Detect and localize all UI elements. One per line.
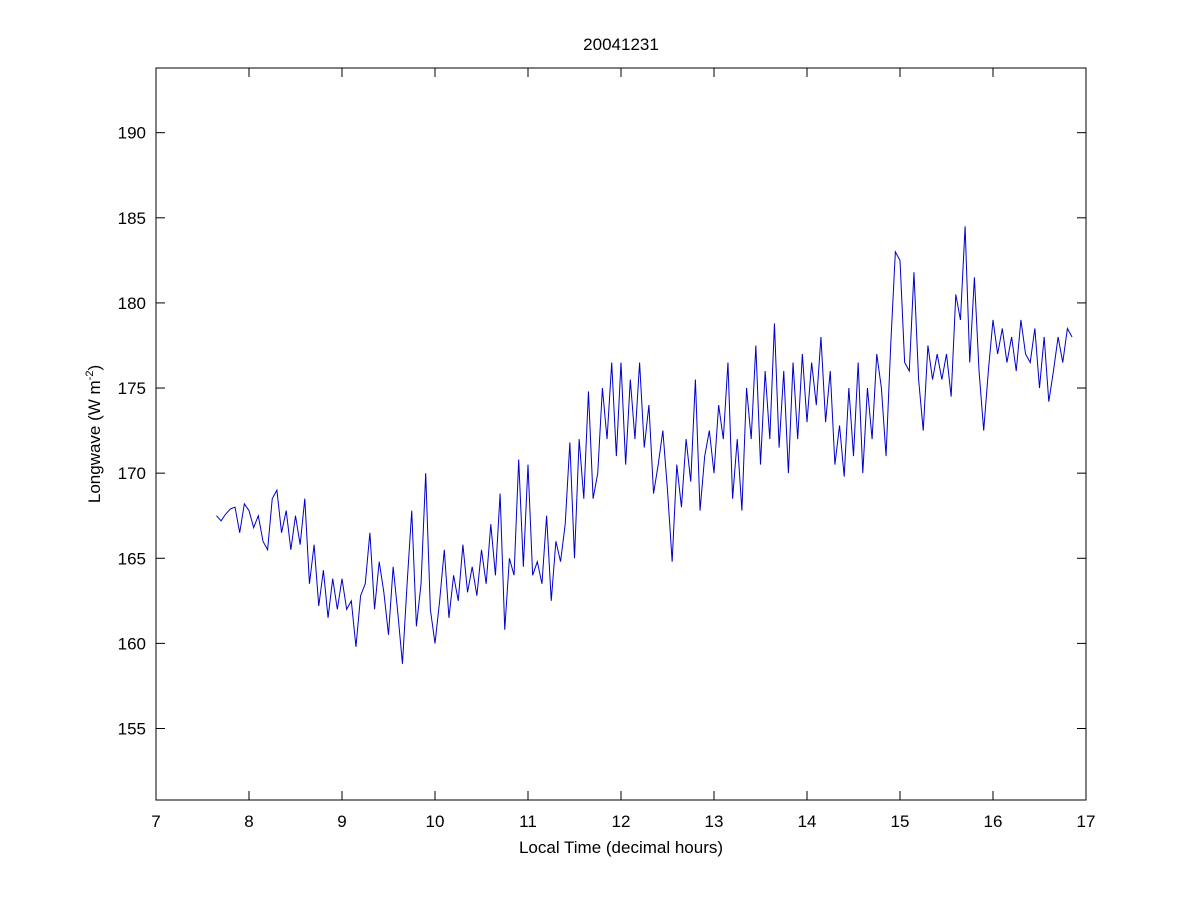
y-tick-label: 190 — [118, 124, 146, 143]
y-tick-label: 170 — [118, 464, 146, 483]
x-tick-label: 15 — [891, 812, 910, 831]
y-tick-label: 180 — [118, 294, 146, 313]
x-tick-label: 12 — [612, 812, 631, 831]
x-tick-label: 17 — [1077, 812, 1096, 831]
y-axis-label: Longwave (W m-2) — [84, 365, 104, 503]
y-tick-label: 165 — [118, 549, 146, 568]
x-tick-label: 7 — [151, 812, 160, 831]
y-label-end: ) — [85, 365, 104, 371]
y-label-text: Longwave (W m — [85, 380, 104, 503]
y-label-sup: -2 — [84, 371, 96, 381]
y-tick-label: 155 — [118, 720, 146, 739]
chart-title: 20041231 — [583, 35, 659, 54]
y-tick-label: 175 — [118, 379, 146, 398]
x-axis-label: Local Time (decimal hours) — [519, 838, 723, 857]
x-tick-label: 9 — [337, 812, 346, 831]
y-tick-label: 185 — [118, 209, 146, 228]
x-tick-label: 8 — [244, 812, 253, 831]
x-tick-label: 14 — [798, 812, 817, 831]
x-tick-label: 13 — [705, 812, 724, 831]
y-tick-label: 160 — [118, 634, 146, 653]
x-tick-label: 10 — [426, 812, 445, 831]
x-tick-label: 16 — [984, 812, 1003, 831]
data-line — [216, 226, 1073, 664]
x-tick-label: 11 — [519, 812, 537, 831]
plot-frame — [155, 67, 1087, 801]
